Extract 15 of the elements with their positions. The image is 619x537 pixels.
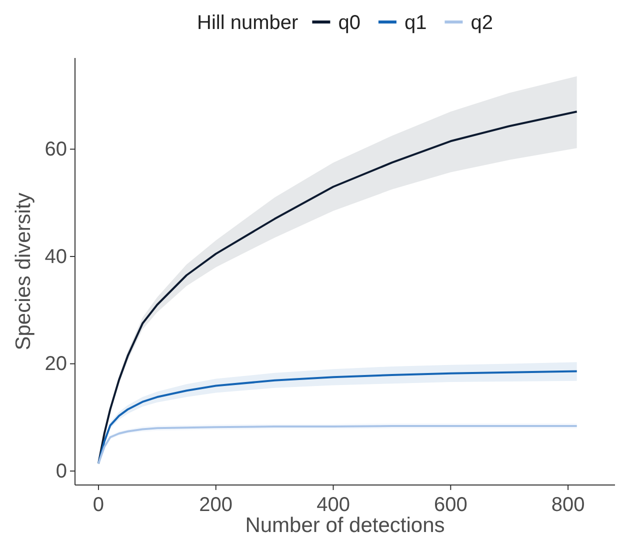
legend-label: q1 [404, 12, 427, 34]
x-tick-label: 0 [92, 494, 104, 516]
x-tick-label: 400 [316, 494, 350, 516]
y-tick-label: 60 [44, 138, 67, 161]
legend-label: q0 [338, 12, 360, 34]
legend-title: Hill number [197, 12, 299, 34]
y-tick-label: 20 [44, 353, 67, 376]
x-tick-label: 600 [434, 494, 468, 516]
y-tick-label: 0 [56, 460, 67, 482]
y-tick-label: 40 [44, 246, 67, 268]
x-tick-label: 800 [551, 494, 585, 516]
x-tick-label: 200 [199, 494, 233, 516]
x-axis-title: Number of detections [245, 514, 445, 537]
y-axis-title: Species diversity [12, 192, 35, 350]
legend-label: q2 [470, 12, 493, 34]
